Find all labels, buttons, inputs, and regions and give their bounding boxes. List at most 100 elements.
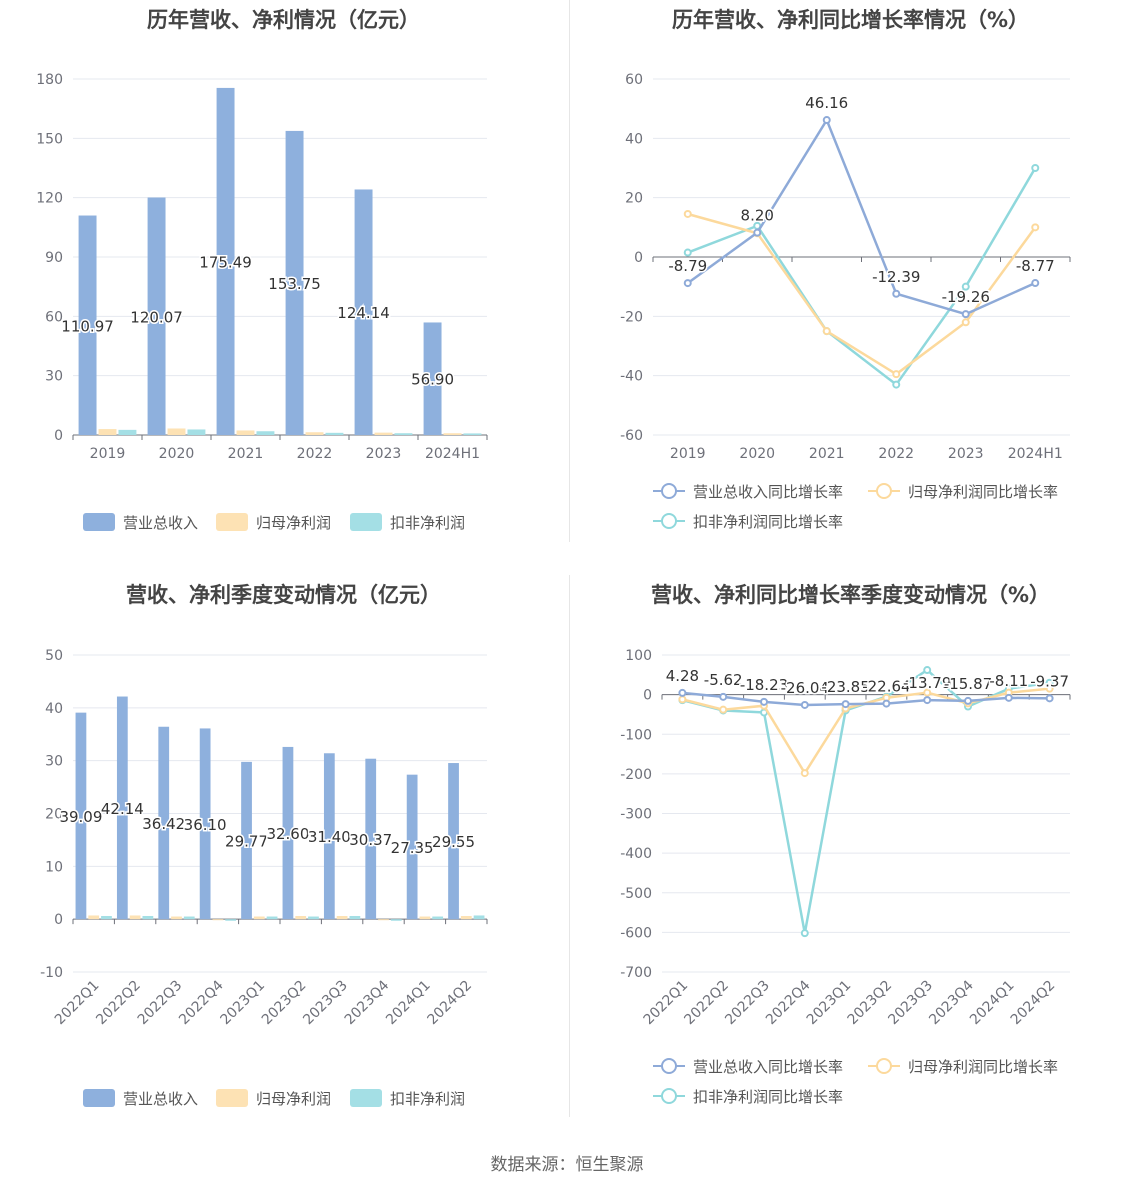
- data-label: -8.77: [1016, 257, 1055, 275]
- data-point: [683, 279, 692, 288]
- x-tick-label: 2022Q1: [52, 978, 103, 1029]
- legend-label: 营业总收入: [123, 1090, 198, 1108]
- data-point: [822, 327, 831, 336]
- data-label: 46.16: [805, 94, 848, 112]
- bar: [101, 915, 112, 920]
- data-label: 124.14: [337, 304, 390, 322]
- x-tick-label: 2023: [366, 446, 402, 462]
- bar: [187, 429, 206, 435]
- legend-swatch: [350, 1089, 382, 1107]
- bar: [308, 916, 319, 920]
- y-tick-label: -100: [620, 727, 652, 743]
- x-tick-label: 2020: [739, 446, 775, 462]
- y-tick-label: 20: [45, 807, 63, 823]
- data-point: [800, 700, 809, 709]
- x-tick-label: 2022Q4: [176, 977, 227, 1028]
- bar: [282, 746, 294, 920]
- y-tick-label: 0: [643, 688, 652, 704]
- legend-marker: [661, 513, 677, 529]
- bar: [394, 433, 413, 435]
- bar: [129, 915, 141, 920]
- data-point: [1031, 223, 1040, 232]
- panel-divider: [569, 0, 570, 542]
- data-label: 4.28: [666, 667, 699, 685]
- legend-swatch: [350, 513, 382, 531]
- data-point: [678, 688, 687, 697]
- data-point: [892, 380, 901, 389]
- data-label: -13.79: [903, 674, 951, 692]
- x-tick-label: 2021: [809, 446, 845, 462]
- data-point: [1031, 164, 1040, 172]
- bar: [225, 919, 237, 921]
- bar: [325, 432, 344, 435]
- x-tick-label: 2019: [90, 446, 126, 462]
- data-label: 56.90: [411, 371, 454, 389]
- data-label: -8.11: [989, 672, 1028, 690]
- legend-marker: [661, 483, 677, 499]
- y-tick-label: 0: [54, 912, 63, 928]
- y-tick-label: 60: [625, 72, 643, 88]
- legend-swatch: [216, 1089, 248, 1107]
- bar: [305, 432, 324, 435]
- data-point: [800, 929, 809, 938]
- data-label: 39.09: [59, 808, 102, 826]
- x-tick-label: 2022Q3: [135, 978, 186, 1029]
- data-label: -8.79: [668, 257, 707, 275]
- y-tick-label: 40: [625, 131, 643, 147]
- bar: [406, 774, 418, 920]
- bar: [147, 197, 166, 435]
- legend-marker: [661, 1088, 677, 1104]
- bar: [256, 431, 275, 435]
- x-tick-label: 2021: [228, 446, 264, 462]
- chart-svg: 0 30 60 90 120 150 180 2019 2020 2021 2022 2023 2024…: [36, 72, 488, 532]
- bar: [199, 728, 211, 920]
- data-point: [923, 666, 932, 675]
- x-tick-label: 2023: [948, 446, 984, 462]
- data-point: [961, 318, 970, 327]
- x-tick-label: 2020: [159, 446, 195, 462]
- legend-label: 扣非净利润: [390, 1090, 465, 1108]
- y-tick-label: 60: [45, 309, 63, 325]
- data-point: [719, 705, 728, 714]
- y-tick-label: -20: [620, 309, 643, 325]
- series-line: [682, 691, 1050, 707]
- y-tick-label: 100: [625, 648, 652, 664]
- data-label: 42.14: [101, 800, 144, 818]
- data-point: [892, 370, 901, 379]
- bar: [216, 87, 235, 436]
- data-point: [760, 697, 768, 706]
- legend-label: 扣非净利润: [390, 514, 465, 532]
- bar: [349, 915, 361, 920]
- series-line: [687, 117, 1036, 316]
- bar: [443, 433, 462, 435]
- legend-swatch: [83, 513, 115, 531]
- legend-label: 营业总收入同比增长率: [693, 1058, 843, 1076]
- y-tick-label: -10: [40, 965, 63, 981]
- x-tick-label: 2023Q4: [342, 977, 393, 1028]
- data-label: -19.26: [942, 288, 990, 306]
- x-tick-label: 2024Q2: [425, 978, 476, 1029]
- bar: [323, 753, 335, 920]
- data-label: 29.77: [225, 833, 268, 851]
- x-tick-label: 2022Q2: [681, 978, 732, 1029]
- bar: [285, 130, 304, 435]
- data-label: -26.04: [781, 679, 829, 697]
- legend-label: 扣非净利润同比增长率: [693, 1088, 843, 1106]
- bar: [473, 915, 485, 920]
- series-line: [682, 687, 1050, 776]
- bar: [212, 919, 224, 921]
- chart-svg: -60 -40 -20 0 20 40 60 2019 2020 2021 2022 2023 2024…: [620, 72, 1071, 531]
- x-tick-label: 2023Q2: [845, 978, 896, 1029]
- x-tick-label: 2023Q4: [926, 977, 977, 1028]
- x-tick-label: 2019: [670, 446, 706, 462]
- legend-marker: [876, 1058, 892, 1074]
- bar: [167, 428, 186, 435]
- bar: [98, 429, 117, 435]
- legend-label: 营业总收入: [123, 514, 198, 532]
- x-tick-label: 2023Q3: [300, 978, 351, 1029]
- y-tick-label: 180: [36, 72, 63, 88]
- data-point: [882, 699, 891, 708]
- x-tick-label: 2024Q2: [1008, 978, 1059, 1029]
- y-tick-label: 10: [45, 859, 63, 875]
- data-point: [822, 116, 831, 125]
